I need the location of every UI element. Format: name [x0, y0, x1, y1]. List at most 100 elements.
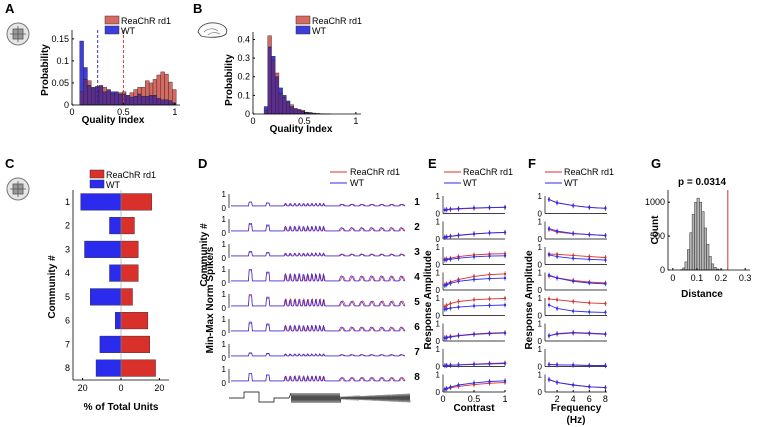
point-wt [443, 308, 447, 311]
null-histogram-bar [703, 227, 707, 271]
y-tick-label: 0 [222, 204, 227, 213]
y-tick-label: 1 [538, 218, 543, 227]
point-wt [457, 280, 460, 283]
point-wt [449, 282, 452, 285]
point-reachr [445, 304, 448, 307]
point-wt [472, 333, 476, 336]
histogram-bar-overlap [160, 99, 165, 106]
y-tick-label: 1 [436, 345, 441, 354]
y-axis-label-e: Response Amplitude [423, 250, 434, 350]
point-wt [488, 206, 491, 209]
y-tick-label: 8 [65, 363, 70, 373]
x-tick-label: 0 [118, 383, 123, 393]
y-tick-label: 1 [222, 315, 227, 324]
point-reachr [588, 255, 591, 258]
legend-label-reachr: ReaChR rd1 [312, 16, 362, 26]
x-axis-label-f: Frequency [551, 403, 602, 414]
community-bar-reachr [120, 335, 150, 353]
point-reachr [443, 305, 447, 308]
legend-swatch-wt [295, 25, 311, 35]
point-wt [604, 207, 607, 210]
point-wt [604, 386, 607, 389]
point-wt [571, 383, 575, 387]
y-tick-label: 1 [65, 197, 70, 207]
point-wt [555, 229, 559, 233]
histogram-bar-reachr [145, 80, 150, 97]
psth-trace-reachr [231, 372, 406, 382]
panel-letter-f: F [528, 156, 536, 171]
community-bar-wt [109, 217, 122, 235]
y-tick-label: 1 [222, 190, 227, 199]
point-wt [445, 387, 448, 390]
histogram-bar-reachr [137, 87, 142, 95]
community-bar-wt [115, 312, 122, 330]
histogram-bar-wt [263, 106, 269, 111]
y-tick-label: 0 [222, 229, 227, 238]
x-tick-label: 2 [555, 394, 560, 404]
x-tick-label: 8 [603, 394, 608, 404]
legend-label-reachr: ReaChR rd1 [564, 167, 614, 177]
y-tick-label: 5 [65, 292, 70, 302]
y-axis-label-a: Probability [40, 44, 51, 96]
y-tick-label: 0 [436, 261, 441, 270]
point-wt [547, 253, 551, 257]
null-histogram-bar [687, 249, 690, 271]
row-label: 5 [414, 297, 420, 308]
histogram-bar-reachr [267, 35, 272, 48]
point-wt [445, 364, 448, 367]
point-wt [503, 276, 507, 280]
y-tick-label: 1 [538, 243, 543, 252]
legend-label-reachr: ReaChR rd1 [106, 170, 156, 180]
y-tick-label: 1 [222, 265, 227, 274]
histogram-bar-overlap [83, 79, 88, 106]
histogram-bar-reachr [148, 82, 154, 96]
y-tick-label: 0 [222, 329, 227, 338]
null-histogram-bar [696, 197, 700, 271]
point-wt [588, 364, 591, 367]
point-wt [604, 311, 607, 314]
y-axis-label-d: Min-Max Norm Spike/s [205, 246, 216, 353]
point-wt [445, 307, 448, 311]
point-wt [571, 363, 575, 367]
point-wt [445, 208, 448, 211]
point-wt [547, 273, 551, 277]
point-wt [547, 303, 551, 307]
point-reachr [457, 300, 460, 303]
y-axis-label-b: Probability [224, 54, 235, 106]
psth-trace-wt [231, 269, 405, 282]
y-tick-label: 0.1 [56, 56, 69, 66]
legend-label-reachr: ReaChR rd1 [350, 167, 400, 177]
x-tick-label: 0.5 [468, 394, 481, 404]
psth-trace-reachr [231, 270, 406, 282]
panel-letter-b: B [193, 1, 202, 16]
panel-a: 0 0.5 1 0 0.05 0.1 0.15 Quality Index Probabil… [40, 15, 180, 126]
point-wt [445, 235, 448, 239]
point-wt [445, 336, 448, 340]
legend-d: ReaChR rd1 WT [330, 167, 400, 188]
psth-trace-wt [231, 222, 405, 232]
null-histogram-bar [701, 211, 705, 271]
histogram-bar-wt [271, 56, 276, 61]
point-wt [472, 255, 476, 258]
row-axis-label-d: Community # [199, 223, 210, 287]
psth-trace-reachr [231, 294, 406, 307]
legend-label-reachr: ReaChR rd1 [121, 16, 171, 26]
histogram-bar-overlap [164, 99, 169, 106]
y-tick-label: 6 [65, 316, 70, 326]
psth-trace-reachr [231, 322, 406, 332]
histogram-bar-overlap [148, 95, 154, 106]
point-wt [449, 385, 452, 389]
point-wt [457, 257, 460, 260]
histogram-bar-overlap [297, 110, 302, 115]
point-reachr [472, 275, 476, 278]
y-tick-label: 4 [65, 268, 70, 278]
community-bar-wt [84, 240, 122, 258]
point-wt [547, 198, 551, 201]
community-bar-wt [80, 193, 122, 211]
histogram-bar-reachr [275, 72, 280, 77]
point-wt [449, 364, 452, 367]
panel-letter-a: A [5, 1, 15, 16]
